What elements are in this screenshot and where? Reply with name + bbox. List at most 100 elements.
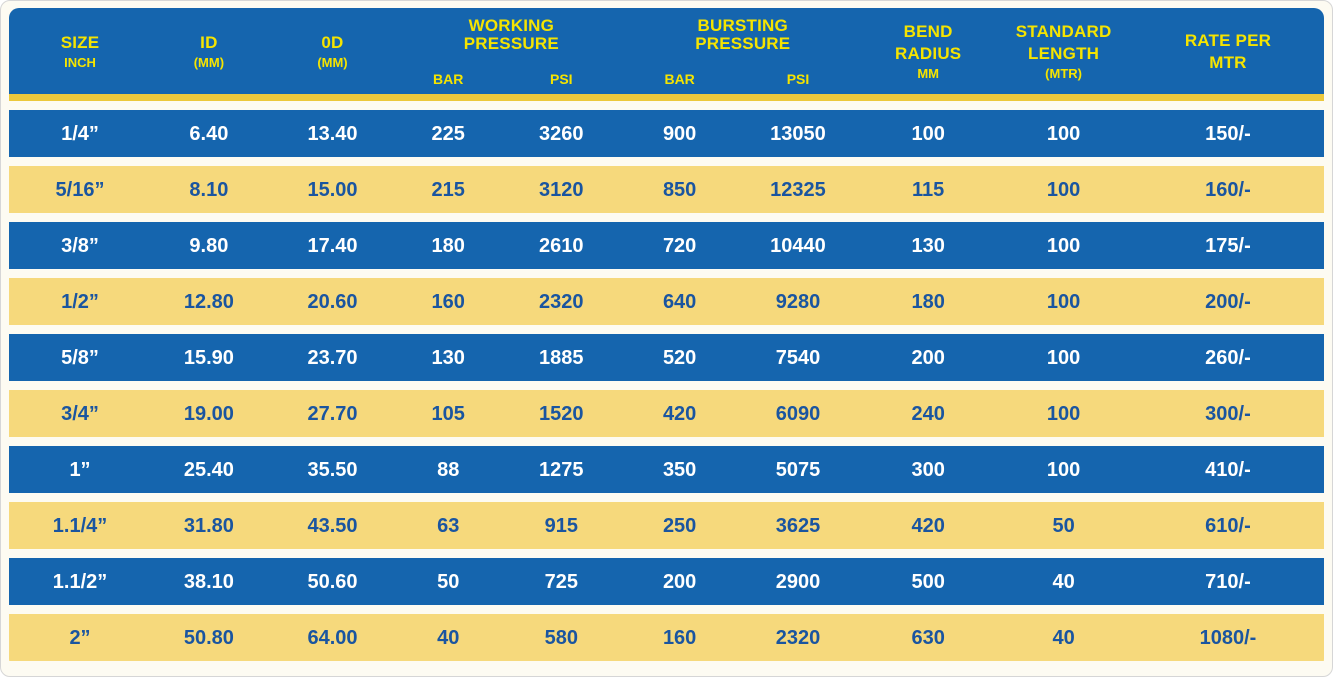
header-bursting-line2: PRESSURE	[695, 34, 791, 54]
cell-bursting-bar: 250	[662, 514, 697, 537]
cell-id-mm: 12.80	[183, 290, 234, 313]
cell-working-bar: 160	[431, 290, 465, 313]
cell-working-bar: 215	[431, 178, 465, 201]
table-row: 1/4” 6.40 13.40 225 3260 900 13050 100 1…	[9, 110, 1324, 157]
cell-working-psi: 725	[544, 570, 578, 593]
cell-standard-length: 100	[1046, 346, 1081, 369]
cell-working-bar: 105	[431, 402, 465, 425]
cell-working-psi: 1275	[539, 458, 584, 481]
table-row: 1/2” 12.80 20.60 160 2320 640 9280 180 1…	[9, 278, 1324, 325]
header-od: 0D (MM)	[267, 17, 399, 87]
table-row: 5/16” 8.10 15.00 215 3120 850 12325 115 …	[9, 166, 1324, 213]
cell-size: 5/16”	[55, 178, 105, 201]
cell-standard-length: 50	[1052, 514, 1075, 537]
cell-bend-radius: 300	[911, 458, 945, 481]
cell-bursting-bar: 640	[662, 290, 697, 313]
header-working-line1: WORKING	[468, 16, 555, 35]
cell-bursting-bar: 350	[662, 458, 697, 481]
cell-id-mm: 8.10	[189, 178, 229, 201]
cell-working-bar: 50	[437, 570, 460, 593]
header-bend-line1: BEND	[903, 22, 953, 42]
header-size: SIZE INCH	[9, 17, 151, 87]
cell-bursting-psi: 6090	[775, 402, 821, 425]
cell-size: 1.1/4”	[52, 514, 108, 537]
cell-working-bar: 225	[431, 122, 465, 145]
header-working-pressure: WORKING PRESSURE	[398, 16, 624, 63]
cell-standard-length: 100	[1046, 178, 1081, 201]
cell-bursting-psi: 3625	[775, 514, 821, 537]
cell-od-mm: 64.00	[307, 626, 358, 649]
table-body: 1/4” 6.40 13.40 225 3260 900 13050 100 1…	[9, 101, 1324, 669]
cell-size: 3/4”	[61, 402, 99, 425]
header-bursting-pressure: BURSTING PRESSURE	[624, 16, 861, 63]
header-od-line2: (MM)	[317, 55, 348, 71]
cell-od-mm: 43.50	[307, 514, 358, 537]
cell-bursting-psi: 12325	[770, 178, 826, 201]
cell-bend-radius: 115	[912, 178, 945, 201]
cell-working-bar: 180	[431, 234, 465, 257]
cell-od-mm: 35.50	[307, 458, 358, 481]
cell-od-mm: 13.40	[307, 122, 358, 145]
header-rate-line1: RATE PER	[1184, 31, 1272, 51]
header-length-line3: (MTR)	[1045, 65, 1082, 81]
cell-bursting-psi: 5075	[775, 458, 821, 481]
header-bursting-bar: BAR	[664, 71, 695, 87]
header-id-line2: (MM)	[193, 55, 225, 71]
header-rate-per-mtr: RATE PER MTR	[1132, 17, 1324, 87]
cell-bursting-psi: 9280	[775, 290, 821, 313]
cell-working-bar: 130	[431, 346, 465, 369]
header-bursting-line1: BURSTING	[697, 16, 788, 35]
cell-od-mm: 50.60	[307, 570, 358, 593]
cell-working-psi: 915	[544, 514, 578, 537]
cell-bend-radius: 630	[911, 626, 945, 649]
cell-rate-per-mtr: 1080/-	[1199, 626, 1257, 649]
cell-working-bar: 63	[437, 514, 460, 537]
cell-id-mm: 50.80	[183, 626, 234, 649]
cell-working-psi: 1885	[539, 346, 584, 369]
cell-rate-per-mtr: 160/-	[1205, 178, 1251, 201]
cell-od-mm: 17.40	[307, 234, 358, 257]
header-length-line2: LENGTH	[1028, 43, 1100, 63]
cell-bend-radius: 100	[911, 122, 945, 145]
cell-id-mm: 6.40	[189, 122, 229, 145]
table-row: 2” 50.80 64.00 40 580 160 2320 630 40 10…	[9, 614, 1324, 661]
cell-working-psi: 580	[544, 626, 578, 649]
cell-working-psi: 2610	[539, 234, 584, 257]
header-bend-radius: BEND RADIUS MM	[861, 17, 995, 87]
cell-size: 3/8”	[61, 234, 99, 257]
cell-bursting-bar: 720	[662, 234, 697, 257]
cell-standard-length: 40	[1052, 570, 1075, 593]
cell-bend-radius: 130	[911, 234, 945, 257]
cell-working-bar: 40	[437, 626, 460, 649]
header-id: ID (MM)	[151, 17, 267, 87]
cell-id-mm: 19.00	[183, 402, 234, 425]
cell-standard-length: 100	[1046, 290, 1081, 313]
cell-rate-per-mtr: 410/-	[1205, 458, 1251, 481]
table-row: 5/8” 15.90 23.70 130 1885 520 7540 200 1…	[9, 334, 1324, 381]
table-row: 1” 25.40 35.50 88 1275 350 5075 300 100 …	[9, 446, 1324, 493]
cell-size: 1.1/2”	[52, 570, 108, 593]
cell-id-mm: 9.80	[189, 234, 229, 257]
header-od-line1: 0D	[321, 32, 344, 52]
cell-working-psi: 2320	[539, 290, 584, 313]
cell-rate-per-mtr: 300/-	[1205, 402, 1251, 425]
header-id-line1: ID	[200, 32, 218, 52]
cell-working-psi: 3260	[539, 122, 584, 145]
cell-bursting-psi: 7540	[775, 346, 821, 369]
cell-working-psi: 1520	[539, 402, 584, 425]
cell-standard-length: 100	[1046, 402, 1081, 425]
header-working-line2: PRESSURE	[463, 34, 559, 54]
header-standard-length: STANDARD LENGTH (MTR)	[995, 17, 1132, 87]
cell-od-mm: 15.00	[307, 178, 358, 201]
cell-bend-radius: 420	[911, 514, 945, 537]
cell-od-mm: 20.60	[307, 290, 358, 313]
cell-bursting-bar: 200	[662, 570, 697, 593]
header-bend-line3: MM	[917, 65, 939, 81]
cell-od-mm: 23.70	[307, 346, 358, 369]
cell-bend-radius: 240	[911, 402, 945, 425]
cell-od-mm: 27.70	[307, 402, 358, 425]
cell-bursting-bar: 900	[662, 122, 697, 145]
cell-size: 1”	[69, 458, 91, 481]
cell-bursting-psi: 13050	[770, 122, 826, 145]
